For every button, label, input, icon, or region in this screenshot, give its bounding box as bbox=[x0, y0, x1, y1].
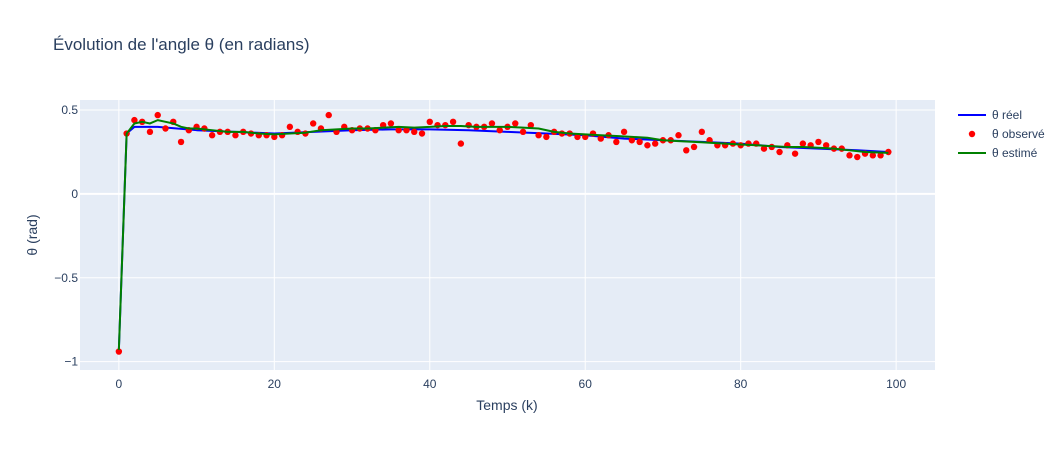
observed-point bbox=[854, 153, 861, 161]
series-estime-line bbox=[117, 119, 889, 350]
y-gridlines bbox=[80, 109, 935, 363]
observed-point bbox=[519, 128, 527, 136]
observed-point bbox=[877, 152, 884, 159]
observed-point bbox=[791, 150, 799, 157]
series-observe bbox=[115, 111, 892, 355]
observed-point bbox=[574, 133, 581, 141]
observed-point bbox=[395, 126, 402, 134]
observed-point bbox=[177, 138, 185, 146]
x-tick-label: 80 bbox=[734, 377, 748, 391]
observed-point bbox=[457, 140, 465, 147]
x-axis-title: Temps (k) bbox=[476, 397, 537, 413]
observed-point bbox=[776, 148, 783, 156]
observed-point bbox=[636, 138, 643, 146]
legend-item-reel[interactable]: θ réel bbox=[958, 108, 1022, 122]
observed-point bbox=[651, 140, 659, 147]
y-tick-labels: −1 −0.5 0 0.5 bbox=[54, 103, 78, 369]
observed-point bbox=[512, 120, 519, 127]
observed-point bbox=[799, 140, 807, 147]
observed-point bbox=[488, 120, 496, 127]
observed-point bbox=[411, 128, 418, 136]
series-layer bbox=[115, 111, 892, 355]
legend[interactable]: θ réel θ observé θ estimé bbox=[958, 108, 1045, 160]
series-estime bbox=[117, 119, 889, 350]
observed-point bbox=[387, 120, 395, 127]
legend-marker-swatch bbox=[968, 130, 976, 138]
observed-point bbox=[698, 128, 706, 136]
legend-item-observe[interactable]: θ observé bbox=[968, 127, 1045, 141]
plot-area bbox=[80, 100, 935, 370]
observed-point bbox=[869, 152, 877, 159]
x-tick-label: 40 bbox=[423, 377, 437, 391]
observed-point bbox=[527, 121, 535, 129]
chart-title: Évolution de l'angle θ (en radians) bbox=[53, 35, 310, 54]
y-tick-label: −0.5 bbox=[54, 271, 78, 285]
observed-point bbox=[846, 152, 853, 159]
observed-point bbox=[760, 145, 768, 152]
observed-point bbox=[325, 111, 332, 119]
y-axis-title: θ (rad) bbox=[24, 214, 40, 255]
observed-point bbox=[208, 132, 216, 139]
observed-point bbox=[628, 137, 636, 144]
y-tick-label: 0.5 bbox=[61, 103, 78, 117]
y-tick-label: −1 bbox=[64, 355, 78, 369]
observed-point bbox=[613, 138, 620, 146]
observed-point bbox=[449, 118, 457, 126]
observed-point bbox=[162, 125, 169, 132]
observed-point bbox=[535, 132, 542, 139]
x-tick-label: 20 bbox=[268, 377, 282, 391]
x-tick-label: 0 bbox=[116, 377, 123, 391]
observed-point bbox=[690, 143, 698, 151]
observed-point bbox=[115, 348, 123, 355]
observed-point bbox=[232, 132, 239, 139]
observed-point bbox=[644, 142, 651, 149]
observed-point bbox=[683, 147, 690, 154]
legend-label: θ estimé bbox=[992, 146, 1038, 160]
legend-label: θ observé bbox=[992, 127, 1045, 141]
observed-point bbox=[620, 128, 628, 136]
observed-point bbox=[154, 111, 161, 119]
x-tick-label: 100 bbox=[886, 377, 906, 391]
observed-point bbox=[543, 133, 550, 141]
observed-point bbox=[496, 126, 503, 134]
observed-point bbox=[403, 126, 410, 134]
observed-point bbox=[597, 135, 604, 142]
observed-point bbox=[675, 132, 682, 139]
x-tick-label: 60 bbox=[579, 377, 593, 391]
observed-point bbox=[131, 116, 138, 124]
observed-point bbox=[822, 142, 830, 149]
y-tick-label: 0 bbox=[71, 187, 78, 201]
observed-point bbox=[815, 138, 822, 146]
x-tick-labels: 0 20 40 60 80 100 bbox=[116, 377, 907, 391]
legend-label: θ réel bbox=[992, 108, 1022, 122]
observed-point bbox=[309, 120, 317, 127]
observed-point bbox=[286, 123, 294, 131]
legend-item-estime[interactable]: θ estimé bbox=[958, 146, 1038, 160]
observed-point bbox=[146, 128, 154, 136]
observed-point bbox=[426, 118, 433, 126]
observed-point bbox=[418, 130, 426, 137]
